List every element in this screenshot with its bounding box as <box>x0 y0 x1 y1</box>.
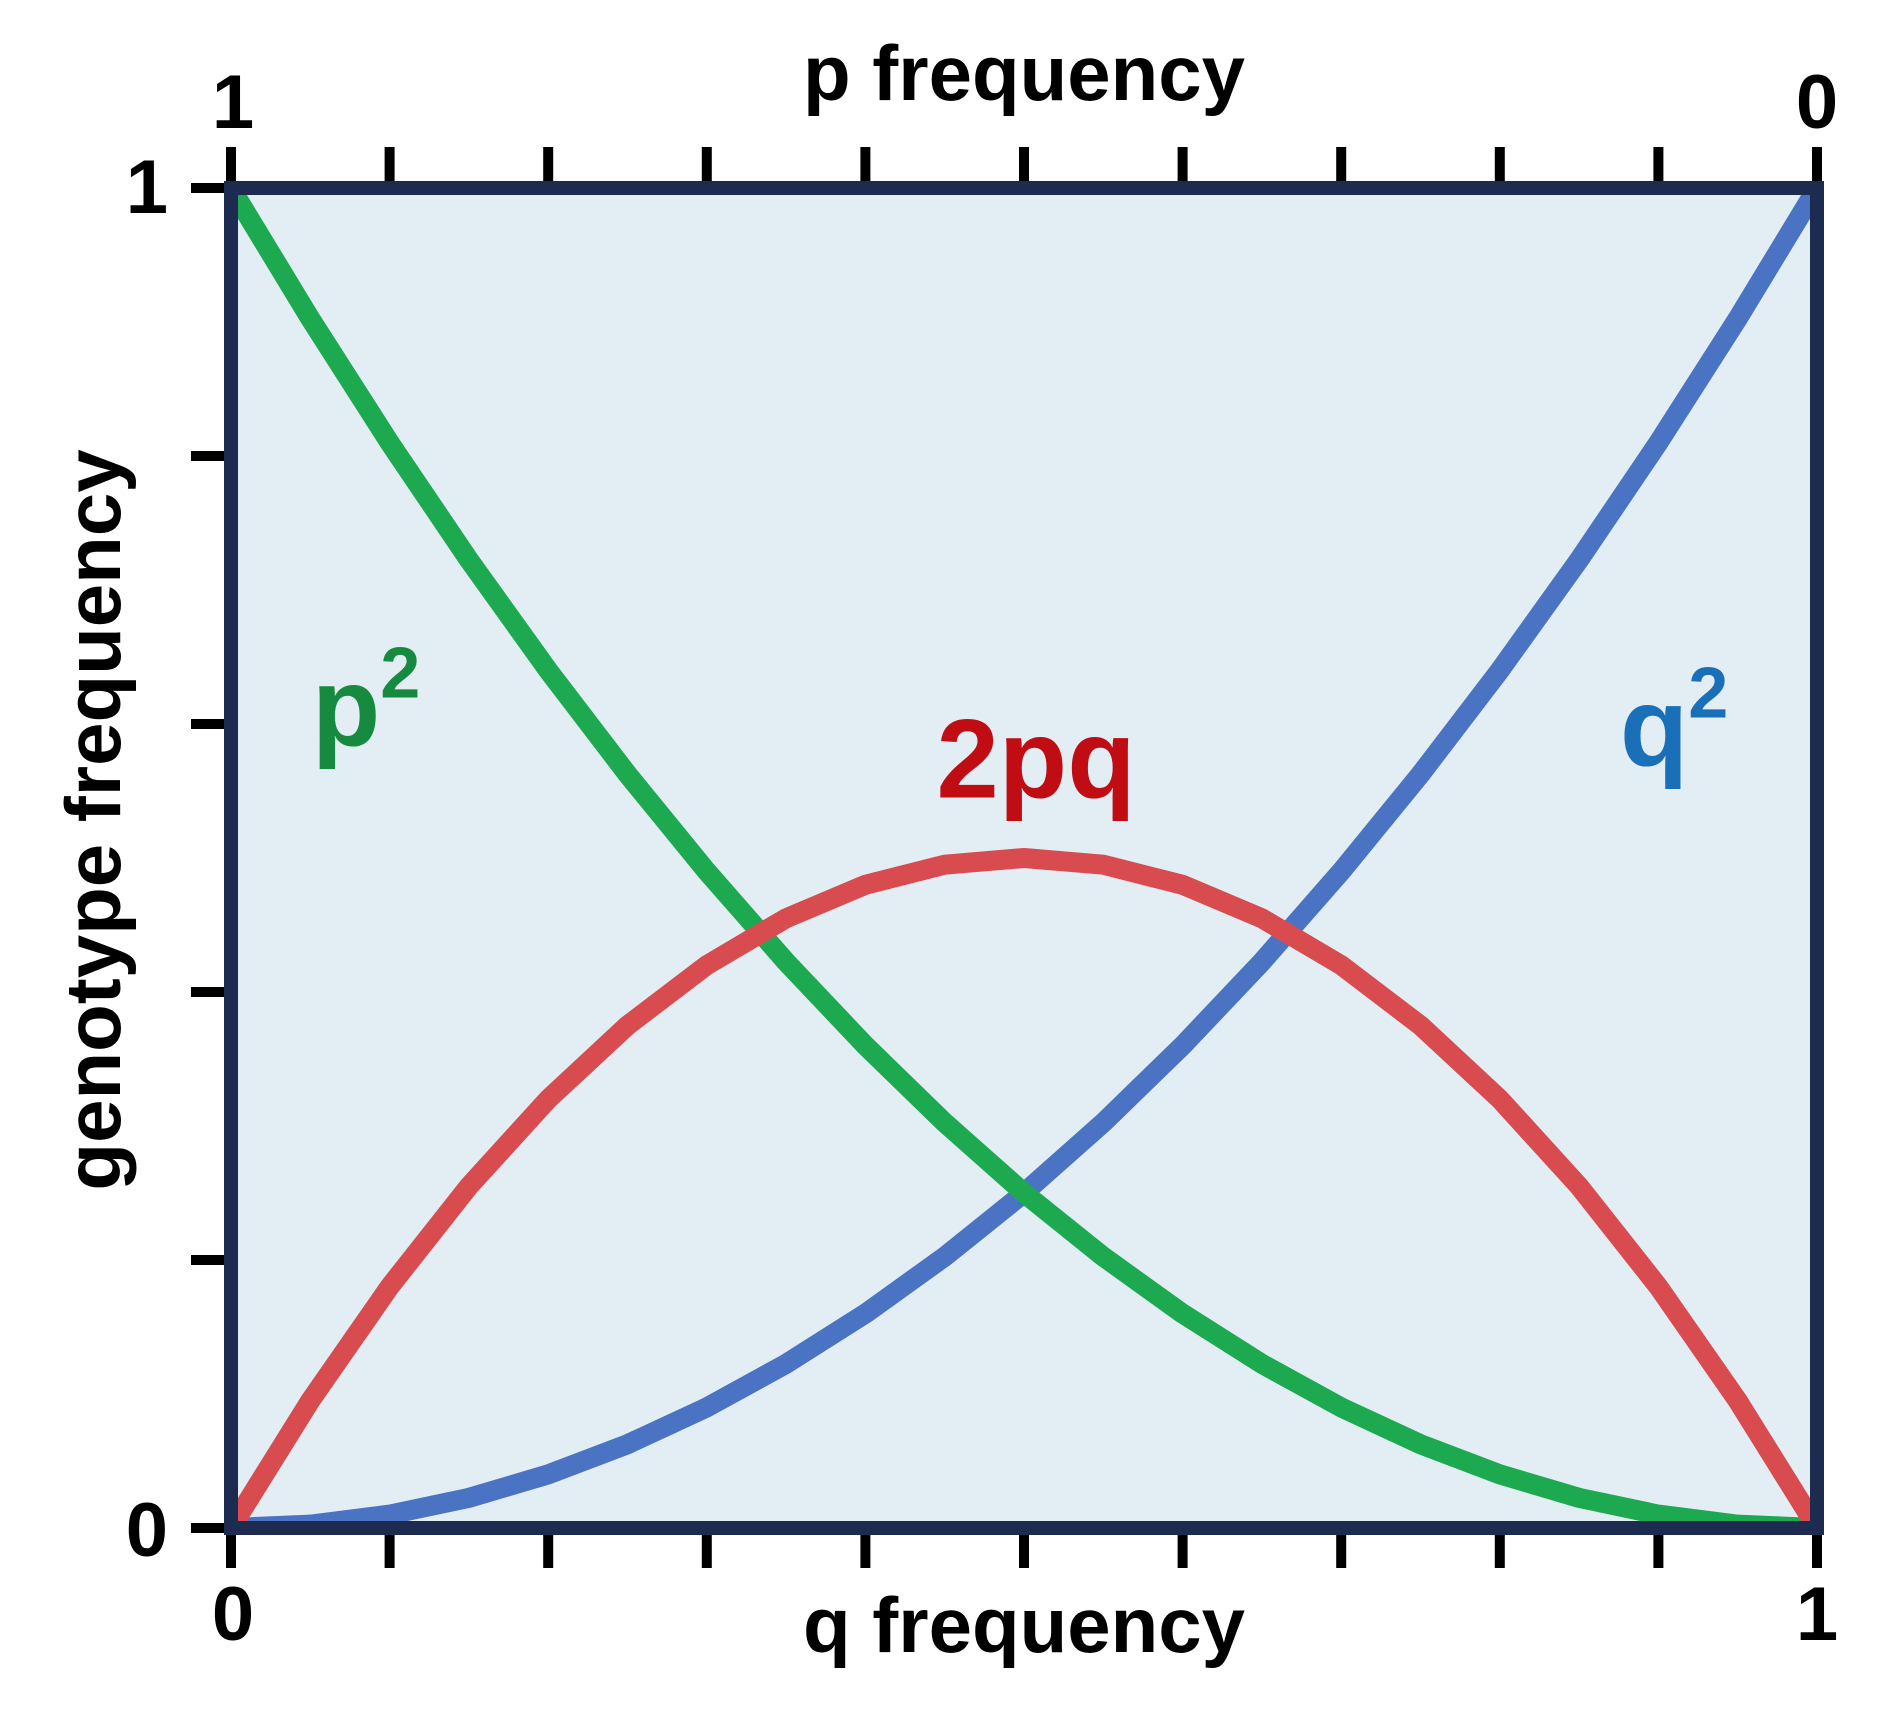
bottom-axis-tick-label-right: 1 <box>1796 1572 1838 1657</box>
y-axis-tick-label-bottom: 0 <box>126 1488 168 1573</box>
curve-p-squared <box>224 181 1824 1535</box>
y-axis-tick-label-top: 1 <box>126 145 168 230</box>
curve-heterozygote-2pq <box>224 848 1824 1535</box>
top-axis-tick-label-left: 1 <box>212 60 254 145</box>
bottom-axis-title: q frequency <box>803 1581 1245 1669</box>
curve-label-q-squared: q2 <box>1620 654 1728 790</box>
curve-label-p-squared: p2 <box>312 633 420 769</box>
curve-group <box>224 181 1824 1535</box>
plot-frame <box>224 181 1824 1535</box>
top-axis-title: p frequency <box>803 29 1245 117</box>
top-axis-tick-label-right: 0 <box>1796 60 1838 145</box>
y-axis-title: genotype frequency <box>49 449 137 1190</box>
curve-label-heterozygote-2pq: 2pq <box>936 697 1135 822</box>
curve-labels: q2 p2 2pq <box>312 633 1728 821</box>
bottom-axis-tick-label-left: 0 <box>212 1572 254 1657</box>
